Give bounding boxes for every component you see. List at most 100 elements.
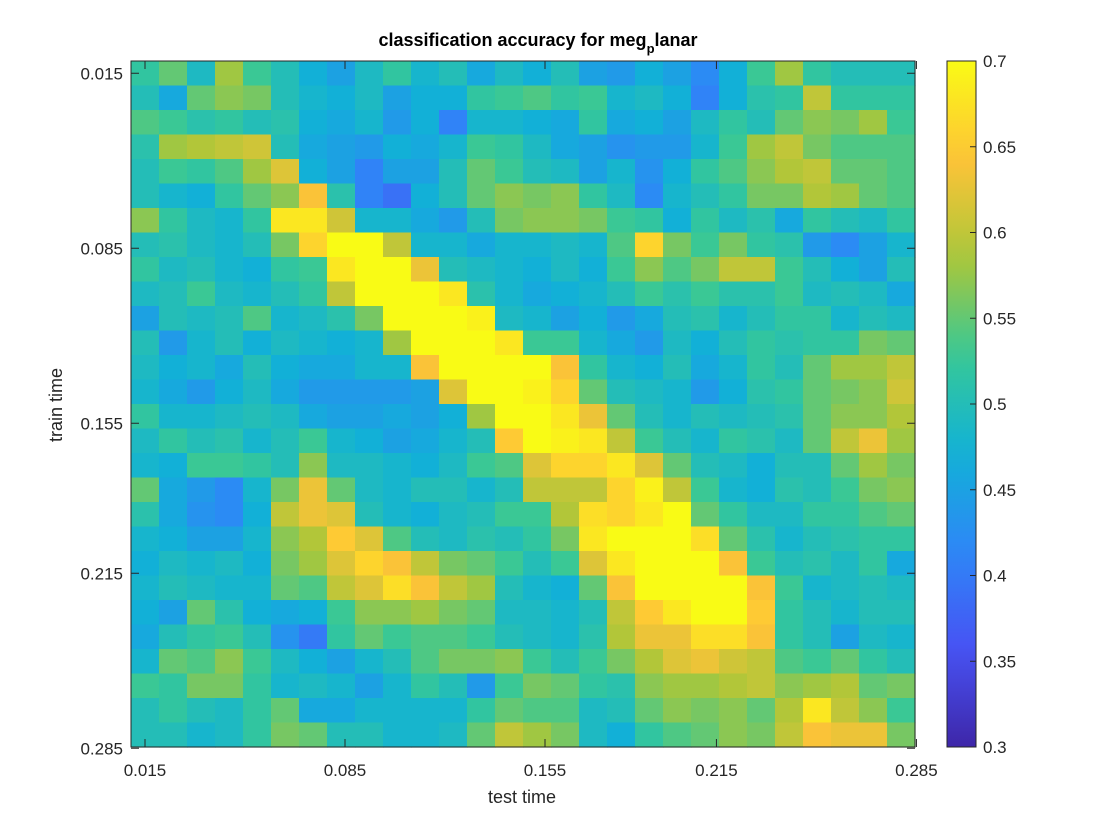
heatmap-cell (691, 281, 720, 307)
heatmap-cell (439, 526, 468, 552)
heatmap-cell (131, 673, 160, 699)
heatmap-cell (271, 61, 300, 87)
heatmap-cell (663, 698, 692, 724)
heatmap-cell (887, 649, 916, 675)
heatmap-cell (803, 257, 832, 283)
heatmap-cell (691, 722, 720, 748)
heatmap-cell (775, 110, 804, 136)
heatmap-cell (271, 110, 300, 136)
heatmap-cell (187, 600, 216, 626)
heatmap-cell (635, 502, 664, 528)
heatmap-cell (747, 159, 776, 185)
heatmap-cell (271, 600, 300, 626)
colorbar-tick-label: 0.4 (983, 567, 1007, 586)
heatmap-cell (803, 502, 832, 528)
heatmap-cell (159, 330, 188, 356)
heatmap-cell (859, 355, 888, 381)
heatmap-cell (299, 85, 328, 111)
heatmap-cell (243, 281, 272, 307)
heatmap-cell (383, 575, 412, 601)
heatmap-cell (383, 551, 412, 577)
heatmap-cell (551, 232, 580, 258)
heatmap-cell (355, 379, 384, 405)
heatmap-cells (131, 61, 916, 748)
heatmap-cell (719, 649, 748, 675)
heatmap-cell (691, 257, 720, 283)
heatmap-cell (635, 281, 664, 307)
heatmap-cell (859, 575, 888, 601)
heatmap-cell (159, 281, 188, 307)
heatmap-cell (831, 85, 860, 111)
heatmap-cell (327, 355, 356, 381)
heatmap-cell (775, 624, 804, 650)
heatmap-cell (355, 551, 384, 577)
heatmap-cell (663, 232, 692, 258)
heatmap-cell (439, 85, 468, 111)
heatmap-cell (159, 159, 188, 185)
heatmap-cell (803, 232, 832, 258)
heatmap-cell (495, 600, 524, 626)
heatmap-cell (607, 551, 636, 577)
heatmap-cell (383, 61, 412, 87)
heatmap-cell (355, 698, 384, 724)
heatmap-cell (887, 526, 916, 552)
heatmap-cell (411, 404, 440, 430)
heatmap-cell (747, 183, 776, 209)
heatmap-cell (887, 722, 916, 748)
heatmap-cell (467, 698, 496, 724)
heatmap-cell (551, 502, 580, 528)
heatmap-cell (299, 502, 328, 528)
heatmap-cell (579, 134, 608, 160)
heatmap-cell (775, 306, 804, 332)
colorbar-tick-label: 0.45 (983, 481, 1016, 500)
heatmap-cell (551, 110, 580, 136)
heatmap-cell (467, 477, 496, 503)
heatmap-cell (803, 85, 832, 111)
heatmap-cell (719, 453, 748, 479)
heatmap-cell (803, 453, 832, 479)
heatmap-cell (831, 110, 860, 136)
heatmap-cell (159, 232, 188, 258)
heatmap-cell (691, 330, 720, 356)
heatmap-cell (355, 159, 384, 185)
heatmap-cell (495, 110, 524, 136)
heatmap-cell (411, 722, 440, 748)
heatmap-cell (411, 453, 440, 479)
heatmap-cell (831, 257, 860, 283)
heatmap-cell (607, 330, 636, 356)
heatmap-cell (887, 232, 916, 258)
heatmap-cell (803, 208, 832, 234)
x-axis-label: test time (488, 787, 556, 807)
heatmap-cell (831, 61, 860, 87)
heatmap-cell (747, 134, 776, 160)
heatmap-cell (355, 453, 384, 479)
heatmap-cell (439, 551, 468, 577)
heatmap-cell (327, 61, 356, 87)
heatmap-cell (551, 453, 580, 479)
heatmap-cell (607, 722, 636, 748)
heatmap-cell (803, 575, 832, 601)
heatmap-cell (439, 698, 468, 724)
heatmap-cell (243, 257, 272, 283)
heatmap-cell (411, 502, 440, 528)
heatmap-cell (635, 649, 664, 675)
heatmap-cell (467, 575, 496, 601)
heatmap-cell (579, 722, 608, 748)
heatmap-cell (243, 159, 272, 185)
heatmap-cell (159, 61, 188, 87)
heatmap-cell (831, 526, 860, 552)
heatmap-cell (635, 61, 664, 87)
heatmap-cell (831, 208, 860, 234)
heatmap-cell (467, 600, 496, 626)
heatmap-cell (215, 159, 244, 185)
x-tick-label: 0.215 (695, 761, 738, 780)
colorbar-ticks: 0.3 0.35 0.4 0.45 0.5 0.55 0.6 0.65 0.7 (970, 52, 1016, 757)
heatmap-cell (663, 404, 692, 430)
heatmap-cell (131, 232, 160, 258)
heatmap-cell (887, 698, 916, 724)
heatmap-cell (831, 673, 860, 699)
heatmap-cell (635, 379, 664, 405)
heatmap-cell (159, 722, 188, 748)
heatmap-cell (215, 477, 244, 503)
heatmap-cell (215, 379, 244, 405)
